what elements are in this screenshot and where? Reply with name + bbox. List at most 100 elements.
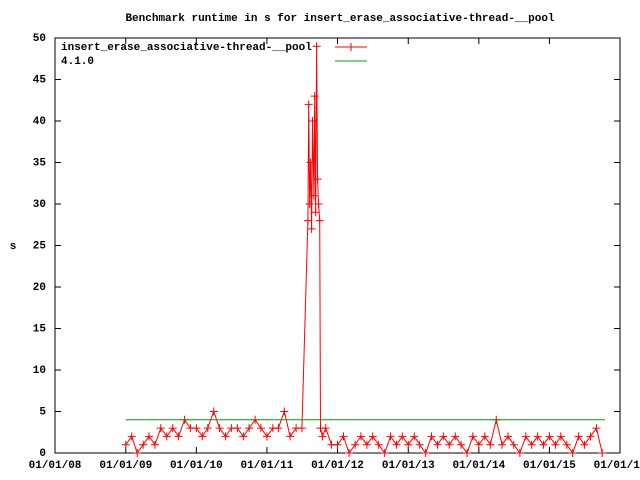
point-marker: [168, 424, 177, 433]
point-marker: [313, 175, 322, 184]
point-marker: [308, 117, 317, 125]
x-tick-label: 01/01/14: [452, 460, 505, 472]
point-marker: [404, 440, 413, 449]
point-marker: [451, 432, 460, 441]
point-marker: [150, 440, 159, 449]
y-tick-label: 0: [39, 448, 46, 460]
point-marker: [410, 432, 419, 441]
point-marker: [551, 440, 560, 449]
legend-label: 4.1.0: [61, 56, 94, 68]
point-marker: [533, 432, 542, 441]
point-marker: [545, 432, 554, 441]
point-marker: [362, 440, 371, 449]
point-marker: [233, 424, 242, 433]
point-marker: [306, 158, 315, 167]
point-marker: [314, 200, 323, 208]
point-marker: [398, 432, 407, 441]
y-axis-label: s: [10, 241, 17, 253]
point-marker: [221, 432, 230, 441]
y-tick-label: 35: [33, 157, 47, 169]
point-marker: [592, 424, 601, 433]
y-tick-label: 30: [33, 199, 46, 211]
point-marker: [498, 440, 507, 449]
point-marker: [345, 449, 354, 457]
x-tick-label: 01/01/08: [29, 460, 82, 472]
point-marker: [144, 432, 153, 441]
point-marker: [307, 224, 316, 233]
point-marker: [297, 424, 306, 433]
x-tick-label: 01/01/16: [594, 460, 640, 472]
point-marker: [474, 440, 483, 449]
point-marker: [303, 216, 312, 225]
point-marker: [539, 440, 548, 449]
point-marker: [333, 440, 342, 449]
point-marker: [286, 432, 295, 441]
legend-marker: [347, 43, 355, 51]
point-marker: [515, 449, 524, 457]
point-marker: [203, 424, 212, 433]
x-tick-label: 01/01/12: [311, 460, 364, 472]
point-marker: [509, 440, 518, 449]
y-tick-label: 50: [33, 33, 46, 45]
point-marker: [280, 407, 289, 416]
point-marker: [174, 432, 183, 441]
point-marker: [245, 424, 254, 433]
point-marker: [198, 432, 207, 441]
point-marker: [463, 449, 472, 457]
point-marker: [321, 424, 330, 433]
point-marker: [527, 440, 536, 449]
point-marker: [598, 449, 607, 457]
point-marker: [480, 432, 489, 441]
legend-label: insert_erase_associative-thread-__pool: [61, 42, 312, 54]
point-marker: [239, 432, 248, 441]
point-marker: [309, 191, 318, 200]
point-marker: [262, 432, 271, 441]
point-marker: [380, 449, 389, 457]
point-marker: [305, 200, 314, 208]
y-tick-label: 40: [33, 116, 46, 128]
point-marker: [209, 407, 218, 416]
y-tick-label: 20: [33, 282, 46, 294]
point-marker: [568, 449, 577, 457]
point-marker: [310, 92, 319, 101]
point-marker: [315, 216, 324, 225]
y-tick-label: 15: [33, 323, 47, 335]
x-tick-label: 01/01/15: [523, 460, 576, 472]
point-marker: [339, 432, 348, 441]
x-tick-label: 01/01/09: [99, 460, 152, 472]
point-marker: [311, 208, 320, 217]
point-marker: [133, 449, 142, 457]
point-marker: [556, 432, 565, 441]
point-marker: [445, 440, 454, 449]
point-marker: [162, 432, 171, 441]
y-tick-label: 45: [33, 74, 47, 86]
point-marker: [312, 42, 321, 51]
point-marker: [192, 424, 201, 433]
point-marker: [392, 440, 401, 449]
x-tick-label: 01/01/10: [170, 460, 223, 472]
point-marker: [574, 432, 583, 441]
point-marker: [562, 440, 571, 449]
point-marker: [468, 432, 477, 441]
point-marker: [127, 432, 136, 441]
point-marker: [156, 424, 165, 433]
point-marker: [274, 424, 283, 433]
point-marker: [457, 440, 466, 449]
y-tick-label: 10: [33, 365, 46, 377]
point-marker: [318, 432, 327, 441]
point-marker: [427, 432, 436, 441]
point-marker: [486, 440, 495, 449]
x-tick-label: 01/01/11: [241, 460, 294, 472]
point-marker: [439, 432, 448, 441]
point-marker: [215, 424, 224, 433]
point-marker: [415, 440, 424, 449]
point-marker: [256, 424, 265, 433]
point-marker: [351, 440, 360, 449]
point-marker: [356, 432, 365, 441]
point-marker: [139, 440, 148, 449]
y-tick-label: 5: [39, 406, 46, 418]
point-marker: [421, 449, 430, 457]
point-marker: [368, 432, 377, 441]
point-marker: [521, 432, 530, 441]
